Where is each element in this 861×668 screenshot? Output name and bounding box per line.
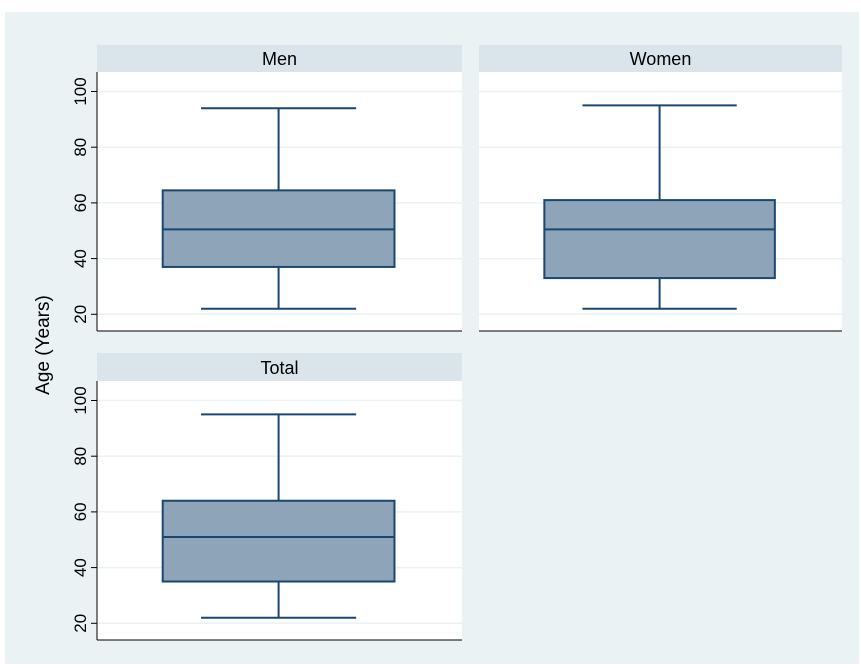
y-tick-label-80: 80	[71, 447, 90, 466]
panel-header	[97, 353, 462, 381]
panel-title: Total	[260, 358, 298, 378]
y-tick-label-100: 100	[71, 386, 90, 414]
panel-header	[479, 45, 842, 72]
panel-total: Total 20 40 60 80 100	[71, 353, 462, 641]
panel-title: Men	[262, 49, 297, 69]
y-tick-label-40: 40	[71, 558, 90, 577]
y-tick-label-20: 20	[71, 305, 90, 324]
y-tick-label-20: 20	[71, 614, 90, 633]
y-tick-label-100: 100	[71, 77, 90, 105]
y-tick-label-60: 60	[71, 502, 90, 521]
iqr-box	[543, 199, 776, 280]
panel-header	[97, 45, 462, 72]
y-tick-label-60: 60	[71, 193, 90, 212]
y-tick-label-80: 80	[71, 138, 90, 157]
y-axis-title: Age (Years)	[33, 295, 54, 395]
panel-men: Men 20 40 60 80 100	[71, 45, 462, 332]
iqr-box	[161, 499, 396, 583]
panel-women: Women	[479, 45, 842, 332]
panel-title: Women	[630, 49, 692, 69]
y-tick-label-40: 40	[71, 249, 90, 268]
